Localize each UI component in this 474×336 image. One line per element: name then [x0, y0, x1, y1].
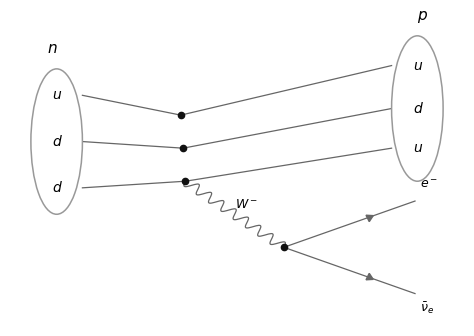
- Text: d: d: [52, 134, 61, 149]
- Text: u: u: [413, 141, 422, 155]
- Text: d: d: [413, 101, 422, 116]
- Text: p: p: [417, 8, 427, 23]
- Text: $W^-$: $W^-$: [235, 198, 258, 211]
- Text: d: d: [52, 181, 61, 195]
- Text: u: u: [413, 58, 422, 73]
- Text: u: u: [52, 88, 61, 102]
- Text: $\bar{\nu}_e$: $\bar{\nu}_e$: [419, 300, 434, 316]
- Text: n: n: [47, 41, 57, 56]
- Ellipse shape: [31, 69, 82, 214]
- Text: $e^-$: $e^-$: [419, 178, 438, 191]
- Ellipse shape: [392, 36, 443, 181]
